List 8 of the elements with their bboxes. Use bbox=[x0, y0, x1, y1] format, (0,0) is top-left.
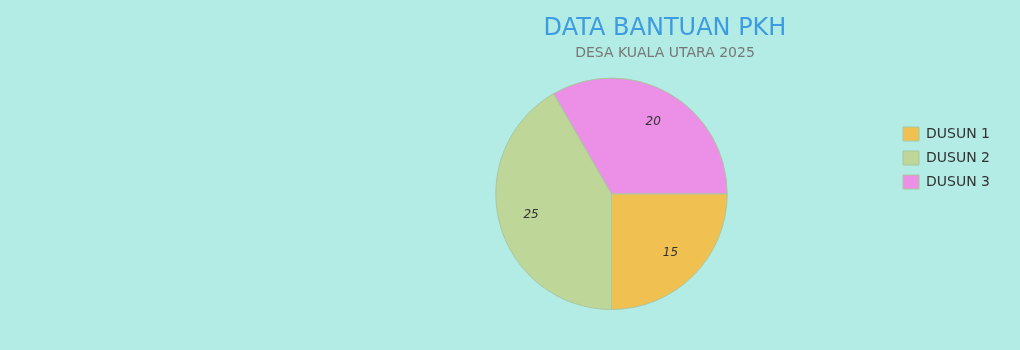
data-label: 20 bbox=[645, 113, 662, 128]
legend-label: DUSUN 2 bbox=[926, 148, 991, 165]
data-label: 15 bbox=[662, 244, 679, 259]
data-label: 25 bbox=[523, 207, 539, 222]
chart-subtitle: DESA KUALA UTARA 2025 bbox=[575, 43, 755, 60]
legend-label: DUSUN 1 bbox=[926, 124, 991, 141]
legend-label: DUSUN 3 bbox=[926, 172, 991, 189]
chart-title: DATA BANTUAN PKH bbox=[543, 12, 787, 41]
